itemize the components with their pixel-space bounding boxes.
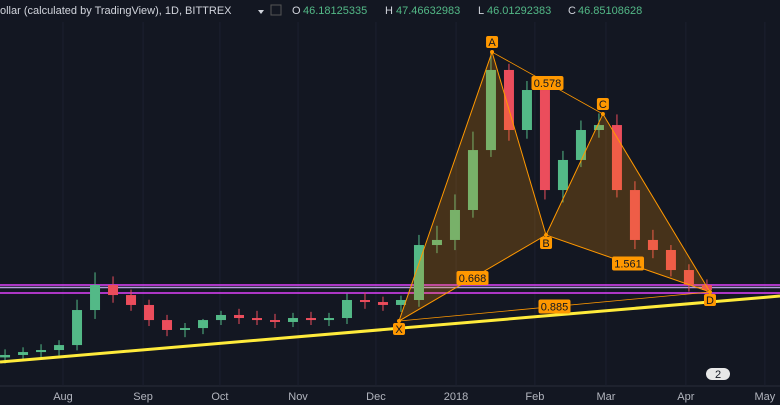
candle-body [611, 125, 622, 191]
x-tick-label: 2018 [444, 391, 468, 403]
pattern-point-label: D [706, 295, 714, 307]
trendline [0, 294, 780, 364]
candle-body [144, 304, 155, 321]
candle-body [252, 318, 263, 321]
pattern-point-box [486, 36, 499, 49]
candle-body [449, 209, 460, 240]
candle-body [683, 270, 694, 286]
candle-body [593, 125, 604, 131]
ratio-label: 0.668 [459, 273, 487, 285]
candle-body [503, 69, 514, 131]
candle-body [162, 320, 173, 330]
pattern-point [396, 318, 401, 323]
ratio-label: 0.578 [534, 78, 562, 90]
candle-body [665, 249, 676, 271]
candle-body [413, 245, 424, 301]
x-tick-label: Oct [211, 391, 228, 403]
candle-body [108, 285, 119, 296]
candle-body [431, 239, 442, 246]
pattern-point-box [703, 294, 716, 307]
dropdown[interactable] [258, 10, 264, 14]
candle-body [485, 69, 496, 151]
badge [706, 368, 730, 380]
x-tick-label: Feb [525, 391, 544, 403]
candle-body [287, 318, 298, 322]
pattern-point [544, 233, 549, 238]
symbol: ollar (calculated by TradingView), 1D, B… [0, 5, 232, 17]
candle-body [198, 320, 209, 329]
c-value: 46.85108628 [578, 5, 642, 17]
pattern-point-box [392, 322, 405, 335]
c-label: C [568, 5, 576, 17]
ratio-label: 1.561 [614, 258, 642, 270]
x-tick-label: Apr [677, 391, 694, 403]
candle-body [467, 150, 478, 210]
candle-body [521, 90, 532, 131]
x-tick-label: Aug [53, 391, 73, 403]
h-label: H [385, 5, 393, 17]
candle-body [647, 239, 658, 250]
candle-body [323, 318, 334, 321]
ratio-box [531, 76, 564, 91]
l-label: L [478, 5, 484, 17]
ratio-box [456, 270, 489, 285]
ratio-box [612, 256, 645, 271]
x-tick-label: Dec [366, 391, 386, 403]
candle-body [377, 302, 388, 305]
candle-body [36, 350, 47, 353]
candle-body [72, 310, 83, 346]
pattern-point-box [596, 98, 609, 111]
x-tick-label: Sep [133, 391, 153, 403]
candle-body [575, 130, 586, 160]
pattern-point-box [540, 237, 553, 250]
icon[interactable] [270, 4, 282, 16]
pattern-point-label: A [488, 37, 496, 49]
candle-body [54, 345, 65, 351]
candle-body [341, 300, 352, 319]
o-label: O [292, 5, 301, 17]
x-tick-label: May [754, 391, 775, 403]
badge-label: 2 [715, 369, 721, 381]
pattern-point [490, 50, 495, 55]
pattern-point [707, 290, 712, 295]
candle-body [269, 320, 280, 322]
candle-body [539, 90, 550, 191]
candle-body [629, 190, 640, 240]
ratio-box [538, 299, 571, 314]
x-tick-label: Nov [288, 391, 308, 403]
candle-body [180, 328, 191, 330]
pattern-point-label: C [599, 99, 607, 111]
candle-body [234, 314, 245, 319]
candle-body [395, 300, 406, 305]
pattern-point [600, 112, 605, 117]
candle-body [18, 352, 29, 355]
candle-body [305, 318, 316, 321]
pattern-point-label: X [395, 324, 403, 336]
l-value: 46.01292383 [487, 5, 551, 17]
header: ollar (calculated by TradingView), 1D, B… [0, 4, 642, 17]
candle-body [359, 300, 370, 303]
pattern-point-label: B [542, 238, 549, 250]
candle-body [0, 354, 11, 358]
candle-body [216, 314, 227, 321]
ratio-label: 0.885 [541, 301, 569, 313]
candle-body [557, 159, 568, 191]
x-tick-label: Mar [596, 391, 615, 403]
candle-body [126, 295, 137, 305]
candle-body [90, 285, 101, 311]
h-value: 47.46632983 [396, 5, 460, 17]
o-value: 46.18125335 [303, 5, 367, 17]
